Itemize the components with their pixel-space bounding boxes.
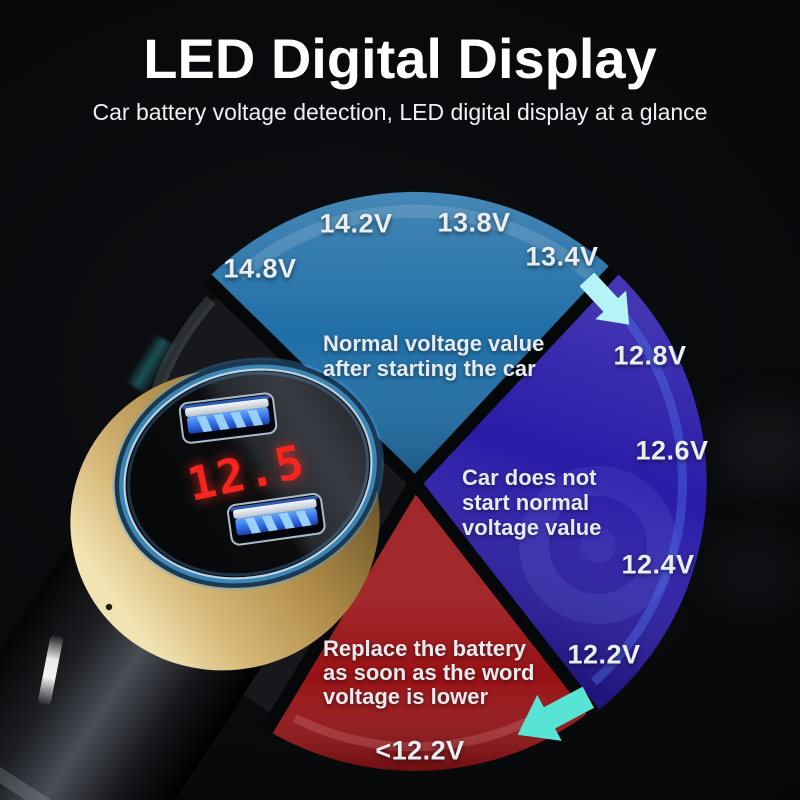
charger-face-inner-glow xyxy=(127,371,369,577)
charger-screw-dot xyxy=(105,603,113,611)
tick-13-4v: 13.4V xyxy=(525,241,599,272)
sector-normal-line-2: after starting the car xyxy=(323,356,536,381)
tick-14-2v: 14.2V xyxy=(319,208,393,239)
voltage-pie xyxy=(135,191,707,771)
tick-14-8v: 14.8V xyxy=(223,253,297,284)
tick-12-4v: 12.4V xyxy=(621,549,695,580)
sector-normal-description: Normal voltage value after starting the … xyxy=(323,331,544,381)
tick-12-6v: 12.6V xyxy=(635,435,709,466)
sector-replace-line-2: as soon as the word xyxy=(323,660,535,685)
page-title: LED Digital Display xyxy=(143,27,657,90)
sector-no-start-arc xyxy=(590,300,687,686)
tick-12-8v: 12.8V xyxy=(613,340,687,371)
sector-no-start-line-3: voltage value xyxy=(462,515,602,540)
sector-no-start-shading xyxy=(415,270,707,713)
sector-no-start-line-2: start normal xyxy=(462,490,590,515)
tick-13-8v: 13.8V xyxy=(437,207,511,238)
sector-replace-description: Replace the battery as soon as the word … xyxy=(323,637,535,709)
sector-replace-shading xyxy=(267,483,592,771)
arrow-down-right-icon xyxy=(579,272,630,325)
sector-replace-line-1: Replace the battery xyxy=(323,636,526,661)
tick-below-12-2v: <12.2V xyxy=(375,735,465,766)
background-wheel-hub-ghost xyxy=(580,527,616,563)
tick-12-2v: 12.2V xyxy=(567,639,641,670)
header: LED Digital Display Car battery voltage … xyxy=(0,0,800,126)
led-ring-glow xyxy=(112,357,384,591)
sector-normal-line-1: Normal voltage value xyxy=(323,331,545,356)
charger-highlight-streak xyxy=(38,634,63,706)
sector-replace-line-3: voltage is lower xyxy=(323,684,489,709)
background-wheel-ghost xyxy=(519,466,677,624)
sector-normal-arc xyxy=(235,204,595,280)
sector-no-start-description: Car does not start normal voltage value xyxy=(462,465,601,540)
arrow-down-left-icon xyxy=(517,686,594,741)
sector-normal-shading xyxy=(207,191,613,484)
background-car-shadow xyxy=(684,512,800,632)
sector-no-start-line-1: Car does not xyxy=(462,465,597,490)
page-subtitle: Car battery voltage detection, LED digit… xyxy=(92,98,708,125)
car-charger: 12.5 xyxy=(0,357,384,800)
